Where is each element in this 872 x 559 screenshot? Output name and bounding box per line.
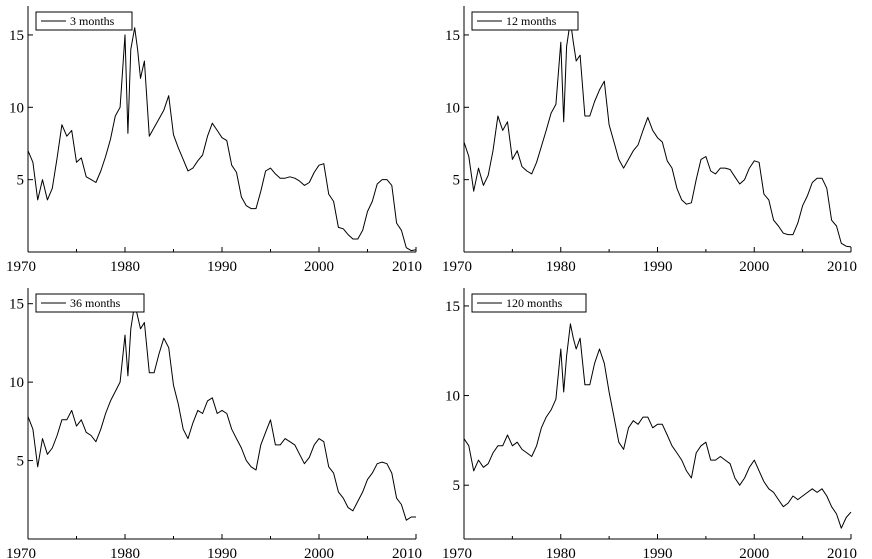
x-tick-label: 1980 [110,546,140,559]
x-tick-label: 1980 [546,259,576,275]
chart-panel-2: 1970 1980 1990 2000 2010 5 10 15 12 months [442,6,857,275]
x-tick-label: 1980 [546,546,576,559]
x-tick-label: 1970 [6,546,36,559]
x-tick-label: 1970 [6,259,36,275]
legend: 120 months [471,293,587,313]
y-tick-label: 10 [445,389,460,405]
x-tick-label: 1970 [442,259,472,275]
x-tick-label: 1970 [442,546,472,559]
y-tick-label: 15 [445,299,460,315]
y-tick-label: 5 [17,173,25,189]
x-tick-label: 2010 [392,546,422,559]
x-tick-label: 2010 [827,259,857,275]
legend-box [35,11,133,31]
series-line [27,303,416,521]
x-tick-label: 1990 [207,546,237,559]
series-line [463,20,852,248]
x-tick-label: 2000 [304,546,334,559]
chart-panel-1: 1970 1980 1990 2000 2010 5 10 15 3 months [6,6,422,275]
y-tick-label: 10 [9,375,24,391]
legend: 36 months [35,293,145,313]
legend-label: 120 months [506,296,563,310]
y-tick-label: 15 [9,28,24,44]
y-tick-label: 5 [17,454,25,470]
legend-box [471,293,587,313]
series-line [463,323,852,529]
series-line [27,27,417,252]
x-tick-label: 1990 [207,259,237,275]
x-tick-label: 2000 [739,259,769,275]
y-tick-label: 5 [453,173,461,189]
x-tick-label: 2000 [739,546,769,559]
legend-box [471,11,579,31]
legend-box [35,293,145,313]
legend-label: 12 months [506,14,557,28]
y-tick-label: 15 [445,28,460,44]
x-tick-label: 2000 [304,259,334,275]
y-tick-label: 5 [453,478,461,494]
x-tick-label: 2010 [392,259,422,275]
y-tick-label: 10 [445,100,460,116]
x-tick-label: 1990 [643,259,673,275]
legend: 3 months [35,11,133,31]
y-tick-label: 15 [9,297,24,313]
y-tick-label: 10 [9,100,24,116]
x-tick-label: 2010 [827,546,857,559]
chart-panel-4: 1970 1980 1990 2000 2010 5 10 15 120 months [442,288,857,559]
legend-label: 3 months [70,14,115,28]
legend-label: 36 months [70,296,121,310]
chart-panel-3: 1970 1980 1990 2000 2010 5 10 15 36 months [6,288,422,559]
x-tick-label: 1990 [643,546,673,559]
legend: 12 months [471,11,579,31]
x-tick-label: 1980 [110,259,140,275]
